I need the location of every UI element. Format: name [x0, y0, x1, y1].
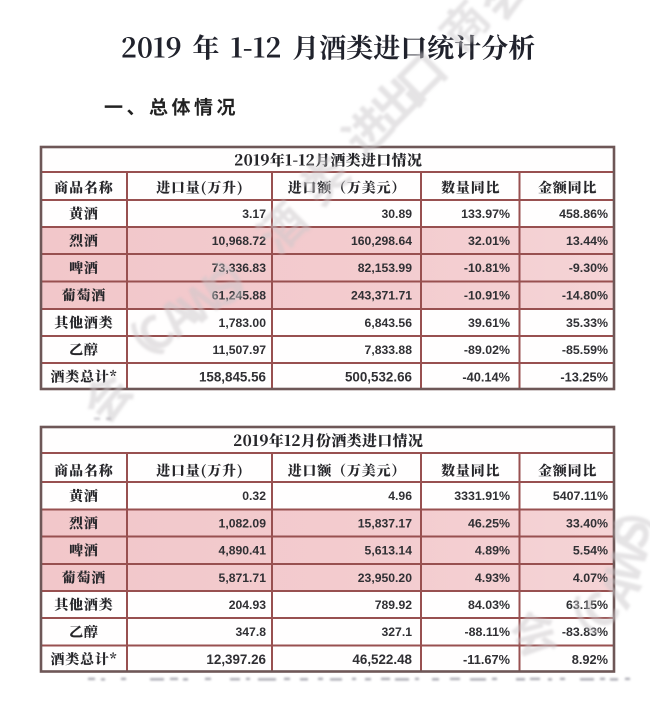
svg-text:1,082.09: 1,082.09	[219, 516, 267, 530]
svg-text:133.97%: 133.97%	[461, 207, 510, 221]
svg-text:46.25%: 46.25%	[468, 516, 510, 530]
svg-text:-83.83%: -83.83%	[562, 625, 608, 639]
svg-text:4,890.41: 4,890.41	[219, 544, 267, 558]
svg-text:4.96: 4.96	[388, 489, 412, 503]
svg-text:39.61%: 39.61%	[468, 316, 510, 330]
svg-text:-9.30%: -9.30%	[569, 261, 608, 275]
svg-text:12,397.26: 12,397.26	[206, 652, 266, 667]
svg-text:23,950.20: 23,950.20	[358, 571, 412, 585]
svg-text:15,837.17: 15,837.17	[358, 516, 412, 530]
svg-text:82,153.99: 82,153.99	[358, 261, 412, 275]
svg-text:-88.11%: -88.11%	[465, 625, 510, 639]
svg-text:243,371.71: 243,371.71	[351, 289, 412, 303]
svg-text:4.89%: 4.89%	[475, 544, 510, 558]
svg-text:30.89: 30.89	[382, 207, 413, 221]
svg-text:5407.11%: 5407.11%	[553, 489, 608, 503]
svg-text:789.92: 789.92	[375, 598, 412, 612]
svg-text:3.17: 3.17	[242, 207, 266, 221]
svg-text:4.93%: 4.93%	[475, 571, 510, 585]
svg-text:327.1: 327.1	[382, 625, 413, 639]
svg-text:158,845.56: 158,845.56	[199, 369, 266, 384]
svg-text:160,298.64: 160,298.64	[351, 234, 412, 248]
svg-text:13.44%: 13.44%	[566, 234, 608, 248]
svg-text:5,871.71: 5,871.71	[219, 571, 267, 585]
svg-text:46,522.48: 46,522.48	[352, 652, 412, 667]
svg-text:-85.59%: -85.59%	[562, 343, 608, 357]
svg-text:6,843.56: 6,843.56	[365, 316, 413, 330]
svg-text:32.01%: 32.01%	[468, 234, 510, 248]
svg-text:347.8: 347.8	[236, 625, 267, 639]
svg-text:10,968.72: 10,968.72	[212, 234, 266, 248]
svg-text:11,507.97: 11,507.97	[212, 343, 266, 357]
svg-text:-40.14%: -40.14%	[462, 369, 510, 384]
svg-text:84.03%: 84.03%	[468, 598, 510, 612]
svg-text:8.92%: 8.92%	[572, 652, 609, 667]
svg-text:4.07%: 4.07%	[573, 571, 608, 585]
svg-text:-11.67%: -11.67%	[463, 652, 511, 667]
svg-text:500,532.66: 500,532.66	[345, 369, 412, 384]
svg-text:7,833.88: 7,833.88	[365, 343, 413, 357]
svg-text:-13.25%: -13.25%	[560, 369, 608, 384]
svg-text:-14.80%: -14.80%	[562, 289, 608, 303]
svg-text:204.93: 204.93	[229, 598, 266, 612]
svg-text:0.32: 0.32	[242, 489, 266, 503]
svg-text:458.86%: 458.86%	[559, 207, 608, 221]
svg-text:-10.81%: -10.81%	[464, 261, 510, 275]
svg-text:-89.02%: -89.02%	[464, 343, 510, 357]
svg-text:33.40%: 33.40%	[566, 516, 608, 530]
svg-text:5,613.14: 5,613.14	[365, 544, 413, 558]
svg-text:3331.91%: 3331.91%	[454, 489, 510, 503]
svg-text:35.33%: 35.33%	[566, 316, 608, 330]
svg-text:-10.91%: -10.91%	[464, 289, 510, 303]
svg-text:1,783.00: 1,783.00	[219, 316, 267, 330]
svg-text:5.54%: 5.54%	[573, 544, 608, 558]
